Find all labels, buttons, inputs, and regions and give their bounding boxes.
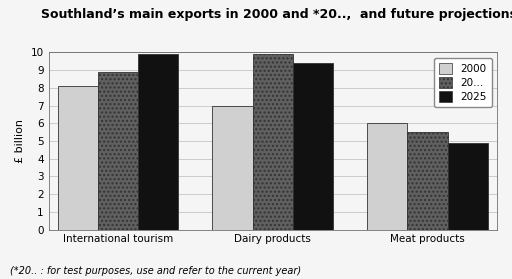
Legend: 2000, 20..., 2025: 2000, 20..., 2025 [434, 58, 492, 107]
Bar [98, 72, 138, 230]
Bar [58, 86, 98, 230]
Text: (*20.. : for test purposes, use and refer to the current year): (*20.. : for test purposes, use and refe… [10, 266, 302, 276]
Y-axis label: £ billion: £ billion [15, 119, 25, 163]
Bar [252, 54, 293, 230]
Text: Southland’s main exports in 2000 and *20..,  and future projections for 2025: Southland’s main exports in 2000 and *20… [41, 8, 512, 21]
Bar [367, 123, 408, 230]
Bar [408, 132, 447, 230]
Bar [138, 54, 179, 230]
Bar [212, 106, 252, 230]
Bar [447, 143, 488, 230]
Bar [293, 63, 333, 230]
